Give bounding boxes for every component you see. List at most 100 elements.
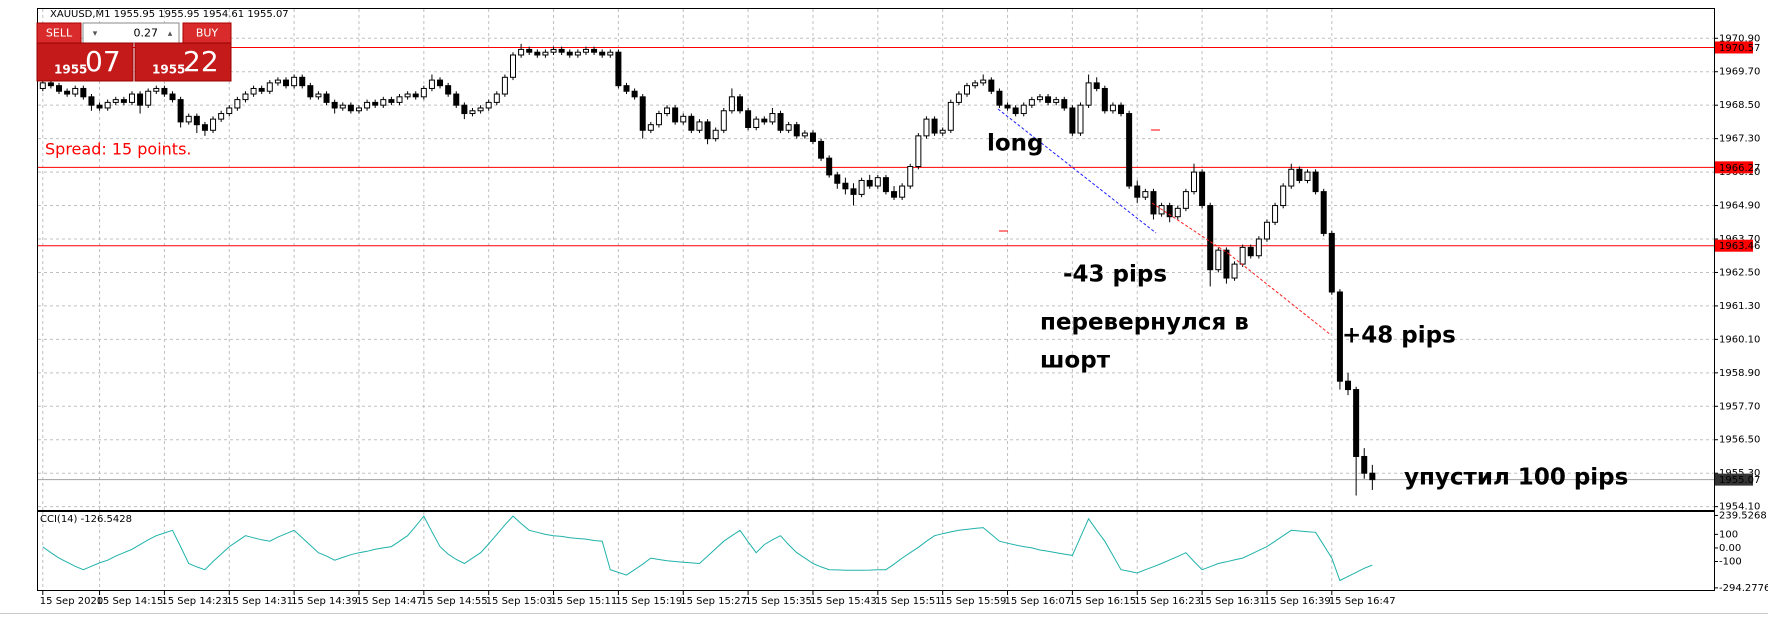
candle-body	[712, 129, 719, 140]
candle-body	[1207, 205, 1214, 271]
candle-body	[728, 96, 735, 112]
candle-body	[193, 115, 200, 126]
candle-body	[826, 157, 833, 176]
indicator-tick-label: -294.2776	[1719, 583, 1768, 594]
candle-body	[1126, 113, 1133, 187]
candle-body	[534, 51, 541, 56]
candle-body	[510, 54, 517, 78]
candle-body	[388, 99, 395, 103]
candle-body	[137, 93, 144, 106]
candle-body	[672, 107, 679, 123]
candle-body	[112, 99, 119, 103]
candle-body	[1012, 107, 1019, 115]
candle-body	[891, 191, 898, 198]
candle-body	[307, 85, 314, 98]
spread-text: Spread: 15 points.	[45, 140, 192, 159]
y-tick-label: 1968.50	[1719, 100, 1760, 111]
candle-body	[1109, 104, 1116, 112]
lot-up[interactable]: ▴	[168, 29, 173, 39]
buy-label[interactable]: BUY	[196, 27, 219, 40]
candle-body	[161, 87, 168, 95]
candle-body	[664, 107, 671, 115]
buy-price-main[interactable]: 1955	[152, 63, 185, 77]
y-tick-label: 1962.50	[1719, 267, 1760, 278]
x-tick-label: 15 Sep 15:51	[875, 596, 942, 607]
buy-price-box[interactable]	[134, 42, 232, 82]
candle-body	[866, 179, 873, 187]
candle-body	[64, 90, 71, 95]
sell-price-pips[interactable]: 07	[85, 45, 121, 78]
x-tick-label: 15 Sep 14:15	[97, 596, 164, 607]
candle-body	[753, 118, 760, 128]
level-label: 1970.57	[1719, 43, 1760, 54]
indicator-title: CCI(14) -126.5428	[40, 514, 132, 525]
sell-label[interactable]: SELL	[46, 27, 73, 40]
candle-body	[347, 104, 354, 112]
candle-body	[153, 87, 160, 92]
candle-body	[1369, 472, 1376, 481]
candle-body	[299, 76, 306, 87]
candle-body	[720, 110, 727, 131]
candle-body	[428, 79, 435, 89]
candle-body	[1020, 104, 1027, 115]
candle-body	[526, 48, 533, 53]
candle-body	[574, 51, 581, 56]
x-tick-label: 15 Sep 16:15	[1069, 596, 1136, 607]
candle-body	[1134, 185, 1141, 198]
y-tick-label: 1957.70	[1719, 401, 1760, 412]
annotation: long	[987, 131, 1044, 157]
candle-body	[258, 87, 265, 92]
sell-price-box[interactable]	[36, 42, 134, 82]
lot-down[interactable]: ▾	[93, 29, 98, 39]
x-tick-label: 15 Sep 14:31	[226, 596, 293, 607]
candle-body	[923, 118, 930, 137]
x-tick-label: 15 Sep 2020	[40, 596, 103, 607]
candle-body	[364, 101, 371, 109]
sell-price-main[interactable]: 1955	[54, 63, 87, 77]
annotation: упустил 100 pips	[1404, 465, 1628, 491]
level-label-box	[1715, 161, 1753, 174]
indicator-tick-label: 0.00	[1719, 543, 1741, 554]
indicator-panel-frame	[37, 511, 1715, 591]
candle-body	[907, 166, 914, 187]
candle-body	[461, 104, 468, 115]
lot-input[interactable]	[82, 22, 180, 44]
candle-body	[769, 113, 776, 123]
candle-body	[647, 124, 654, 131]
x-tick-label: 15 Sep 16:07	[1005, 596, 1072, 607]
candle-body	[412, 93, 419, 98]
y-tick-label: 1963.70	[1719, 234, 1760, 245]
candle-body	[793, 124, 800, 137]
candle-body	[39, 82, 46, 89]
candle-body	[1053, 99, 1060, 103]
candle-body	[72, 87, 79, 95]
candle-body	[988, 79, 995, 92]
indicator-tick-label: 100	[1719, 529, 1738, 540]
indicator-tick-label: -100	[1719, 557, 1742, 568]
level-label: 1966.27	[1719, 163, 1760, 174]
candle-body	[323, 93, 330, 103]
candle-body	[955, 93, 962, 103]
buy-price-pips[interactable]: 22	[183, 45, 219, 78]
x-tick-label: 15 Sep 15:19	[615, 596, 682, 607]
trade-panel[interactable]: SELL ▾ 0.27 ▴ BUY 1955 07 1955 22	[36, 22, 232, 82]
x-tick-label: 15 Sep 15:03	[486, 596, 553, 607]
candle-body	[315, 93, 322, 98]
x-tick-label: 15 Sep 15:27	[680, 596, 747, 607]
candle-body	[639, 96, 646, 131]
candle-body	[1255, 238, 1262, 257]
candle-body	[785, 124, 792, 131]
annotation: перевернулся в	[1040, 310, 1249, 336]
y-tick-label: 1956.50	[1719, 435, 1760, 446]
x-tick-label: 15 Sep 16:47	[1329, 596, 1396, 607]
candle-body	[1320, 191, 1327, 234]
candle-body	[599, 51, 606, 56]
candle-body	[128, 93, 135, 103]
candle-body	[566, 51, 573, 56]
x-tick-label: 15 Sep 16:23	[1134, 596, 1201, 607]
trade-line-reverse	[1151, 202, 1230, 255]
lot-value[interactable]: 0.27	[134, 27, 159, 40]
candle-body	[809, 132, 816, 142]
